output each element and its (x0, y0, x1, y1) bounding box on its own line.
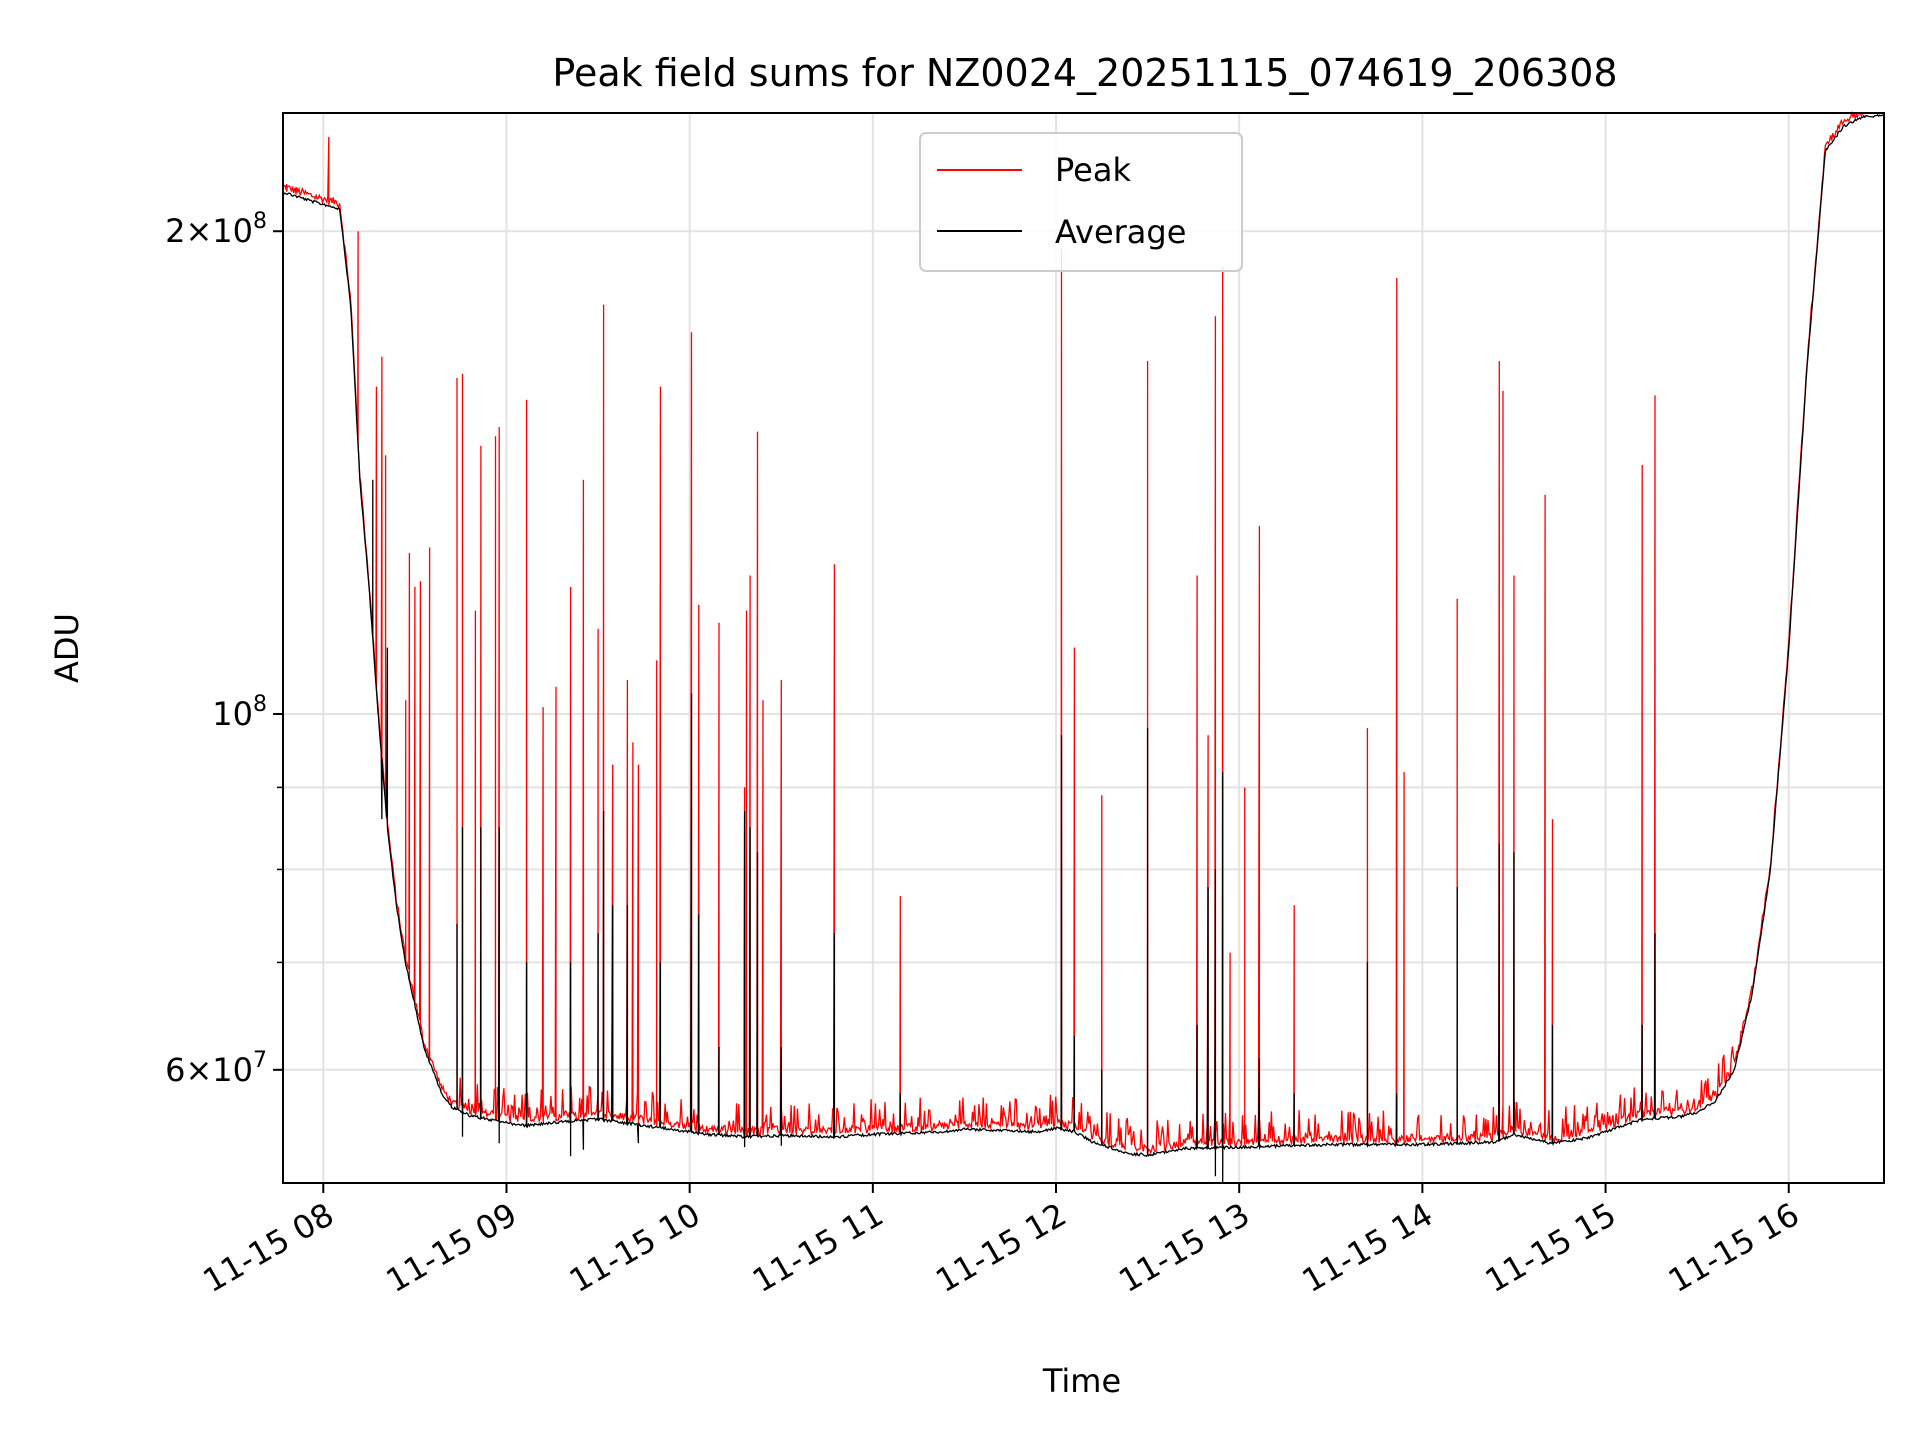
y-tick-label: 108 (212, 692, 267, 733)
x-tick-label: 11-15 10 (563, 1195, 707, 1300)
x-tick-label: 11-15 14 (1296, 1195, 1440, 1300)
y-tick-label: 6×107 (165, 1048, 267, 1089)
axes: 11-15 08 11-15 09 11-15 10 11-15 11 11-15 12… (165, 209, 1805, 1300)
legend-peak-label: Peak (1055, 151, 1131, 189)
x-tick-label: 11-15 09 (380, 1195, 524, 1300)
y-axis-label: ADU (48, 613, 86, 683)
legend-average-label: Average (1055, 213, 1186, 251)
x-tick-label: 11-15 08 (197, 1195, 341, 1300)
legend: Peak Average (919, 132, 1243, 272)
chart-title: Peak field sums for NZ0024_20251115_0746… (552, 51, 1617, 95)
plot-area (282, 110, 1885, 1184)
x-tick-label: 11-15 12 (929, 1195, 1073, 1300)
x-tick-label: 11-15 13 (1112, 1195, 1256, 1300)
x-axis-label: Time (1042, 1362, 1121, 1400)
x-tick-label: 11-15 11 (746, 1195, 890, 1300)
x-tick-label: 11-15 15 (1479, 1195, 1623, 1300)
y-tick-label: 2×108 (165, 209, 267, 250)
series-line-average (282, 113, 1885, 1184)
plot-frame (282, 112, 1885, 1184)
grid-lines (283, 113, 1884, 1183)
legend-box (919, 132, 1243, 272)
x-tick-label: 11-15 16 (1662, 1195, 1806, 1300)
